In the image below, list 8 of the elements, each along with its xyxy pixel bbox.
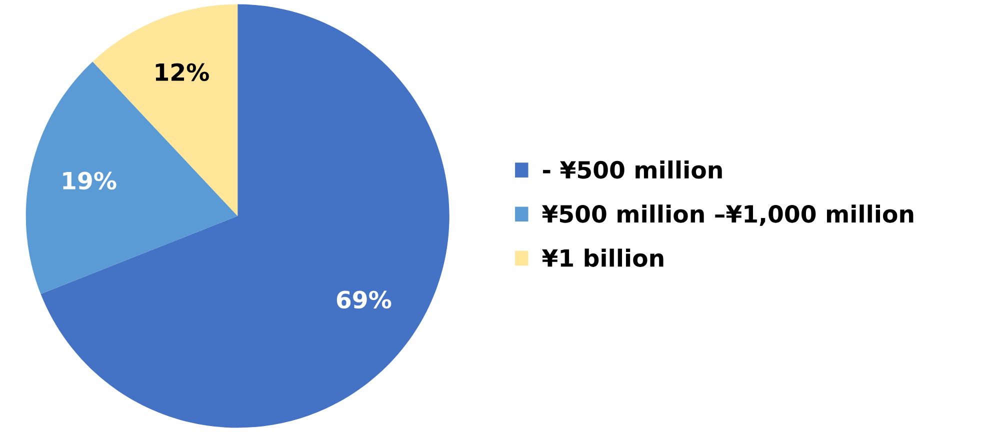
pie-slice: [40, 4, 450, 428]
pie-slice: [26, 62, 238, 294]
legend-label: ¥500 million –¥1,000 million: [542, 204, 914, 226]
legend-label: - ¥500 million: [543, 160, 722, 179]
legend-label: ¥1 billion: [542, 248, 664, 267]
data-label: 19%: [63, 172, 116, 190]
data-label: 69%: [336, 290, 392, 309]
data-label: 12%: [156, 63, 209, 82]
